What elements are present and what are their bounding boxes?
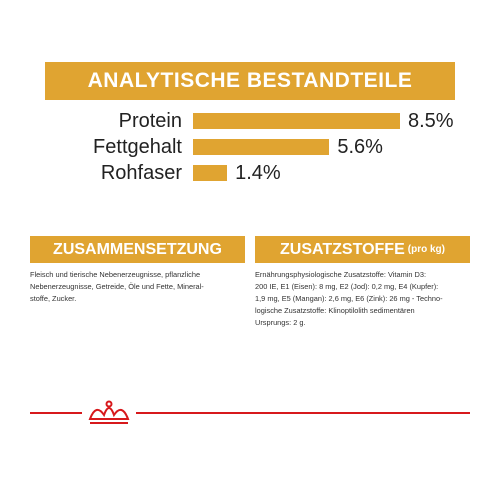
value-label: 1.4%: [235, 162, 281, 184]
footer-logo: [30, 400, 470, 424]
section-title: ZUSATZSTOFFE (pro kg): [255, 236, 470, 263]
category-label: Fettgehalt: [93, 136, 182, 158]
section-text: 200 IE, E1 (Eisen): 8 mg, E2 (Jod): 0,2 …: [255, 282, 439, 291]
section-text: logische Zusatzstoffe: Klinoptilolith se…: [255, 306, 415, 315]
category-label: Rohfaser: [100, 162, 182, 184]
section-text: Nebenerzeugnisse, Getreide, Öle und Fett…: [30, 282, 204, 291]
section-text: stoffe, Zucker.: [30, 294, 77, 303]
section-title-text: ZUSATZSTOFFE: [280, 240, 405, 258]
section-text: Ursprungs: 2 g.: [255, 318, 306, 327]
bar: [193, 165, 228, 181]
value-label: 5.6%: [337, 136, 383, 158]
chart-title: ANALYTISCHE BESTANDTEILE: [45, 62, 455, 100]
bar: [193, 113, 400, 129]
section-title: ZUSAMMENSETZUNG: [30, 236, 245, 263]
section-subtitle: (pro kg): [407, 244, 445, 255]
bar: [193, 139, 330, 155]
section-text: Fleisch und tierische Nebenerzeugnisse, …: [30, 270, 201, 279]
section-text: Ernährungsphysiologische Zusatzstoffe: V…: [255, 270, 427, 279]
category-label: Protein: [118, 110, 182, 132]
value-label: 8.5%: [408, 110, 454, 132]
section-title-text: ZUSAMMENSETZUNG: [53, 240, 222, 258]
section-text: 1,9 mg, E5 (Mangan): 2,6 mg, E6 (Zink): …: [255, 294, 443, 303]
